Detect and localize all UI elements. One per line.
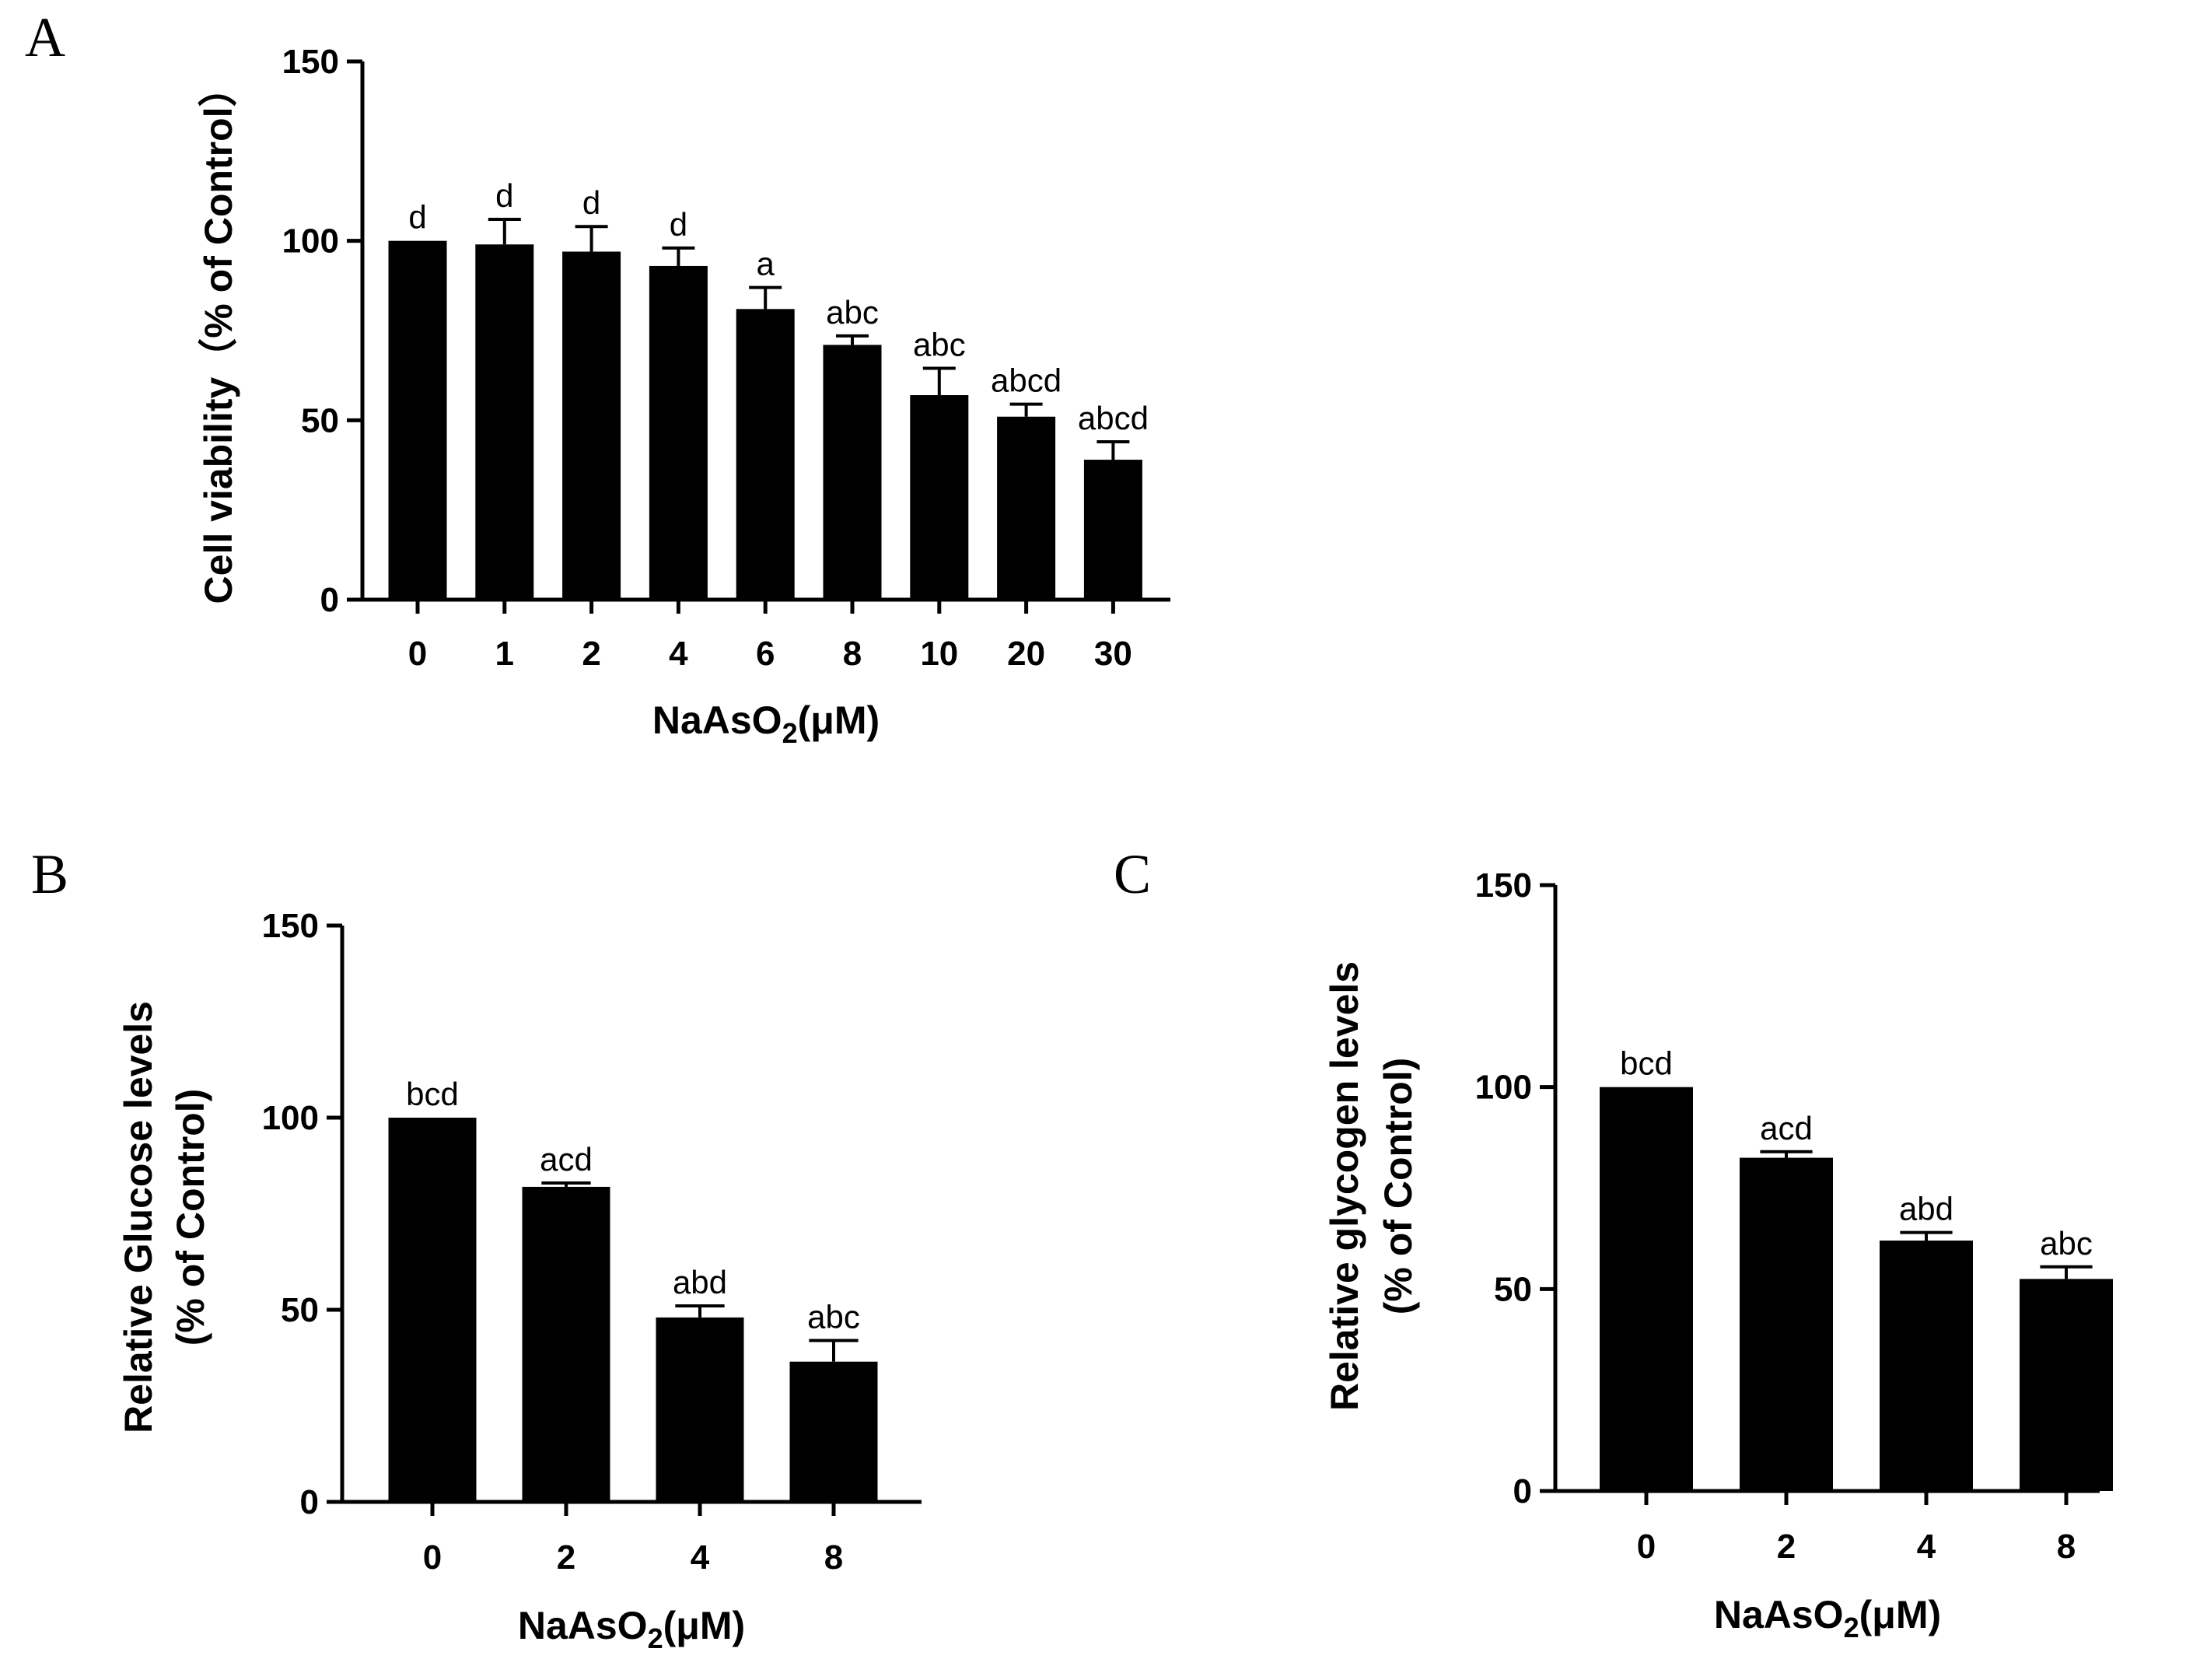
bar [656,1317,744,1502]
bar [1600,1087,1693,1491]
x-tick-label: 30 [1094,635,1132,673]
bar [522,1186,610,1502]
x-axis-title: NaAsO2(μM) [652,698,880,749]
bar [388,1118,477,1502]
error-bar [575,225,608,252]
error-bar [662,246,695,266]
error-bar [1900,1230,1953,1241]
error-bar [809,1339,859,1362]
significance-label: bcd [1620,1045,1673,1082]
y-tick-label: 50 [1494,1270,1532,1308]
significance-label: abc [913,326,966,362]
x-tick-label: 2 [557,1538,575,1577]
y-tick-label: 50 [301,401,339,439]
bar [736,309,795,600]
bar [1880,1241,1973,1491]
y-tick-label: 0 [320,581,339,619]
significance-label: acd [540,1141,593,1178]
y-tick-label: 0 [1513,1472,1532,1510]
significance-label: d [670,206,687,243]
panel-a: Ad 0 d 1 d 2 d 4 a 6 abc 8 abc 10 abcd 20 abcd 30 0 50 100 15… [25,6,1170,749]
x-tick-label: 4 [669,635,688,673]
error-bar [2040,1265,2093,1279]
y-tick-label: 100 [1475,1069,1532,1107]
bar [1083,460,1142,600]
error-bar [1009,402,1043,417]
y-tick-label: 100 [262,1099,319,1137]
significance-label: d [582,184,600,221]
x-tick-label: 0 [1637,1528,1656,1566]
panel-letter: C [1114,843,1151,905]
error-bar [541,1181,591,1187]
bar [789,1361,878,1502]
x-tick-label: 4 [691,1538,710,1577]
x-tick-label: 1 [495,635,514,673]
y-tick-label: 150 [1475,866,1532,905]
bar [910,395,969,600]
x-tick-label: 0 [423,1538,442,1577]
significance-label: d [495,177,513,214]
y-tick-label: 0 [300,1483,319,1521]
bar [388,240,447,600]
y-axis-title: Relative Glucose levels [117,1001,160,1433]
x-axis-title: NaAsO2(μM) [518,1604,745,1654]
bar [997,416,1056,600]
x-tick-label: 8 [843,635,862,673]
significance-label: abd [673,1264,727,1300]
bar [562,251,621,600]
x-tick-label: 0 [408,635,427,673]
y-tick-label: 150 [282,43,339,81]
bar [475,244,534,600]
y-tick-label: 100 [282,222,339,261]
bar [823,345,882,600]
panel-letter: B [31,843,68,905]
bar [2020,1279,2113,1491]
significance-label: abcd [1078,400,1149,436]
significance-label: bcd [406,1076,459,1112]
x-tick-label: 8 [2057,1528,2076,1566]
y-axis-subtitle: (% of Control) [169,1089,212,1346]
y-axis-title: Cell viability（% of Control） [197,68,240,604]
x-tick-label: 2 [1777,1528,1796,1566]
error-bar [922,366,956,396]
x-tick-label: 10 [920,635,958,673]
x-axis-title: NaAsO2(μM) [1714,1593,1941,1643]
y-axis-subtitle: (% of Control) [1376,1058,1420,1314]
significance-label: acd [1760,1110,1813,1146]
x-tick-label: 8 [824,1538,843,1577]
significance-label: abc [2040,1225,2093,1262]
error-bar [836,334,869,345]
y-tick-label: 50 [281,1291,319,1329]
significance-label: d [408,199,426,236]
significance-label: a [757,246,775,282]
error-bar [749,285,782,310]
significance-label: abc [807,1299,860,1335]
error-bar [675,1304,725,1318]
y-axis-title: Relative glycogen levels [1323,961,1366,1411]
significance-label: abd [1899,1191,1953,1227]
y-tick-label: 150 [262,907,319,945]
error-bar [488,217,521,245]
error-bar [1096,440,1130,460]
panel-letter: A [25,6,65,68]
x-tick-label: 6 [756,635,775,673]
x-tick-label: 20 [1007,635,1045,673]
x-tick-label: 2 [582,635,600,673]
significance-label: abc [826,294,879,331]
bar [649,265,708,600]
bar [1740,1157,1833,1491]
x-tick-label: 4 [1917,1528,1936,1566]
significance-label: abcd [991,362,1062,399]
error-bar [1760,1150,1813,1158]
